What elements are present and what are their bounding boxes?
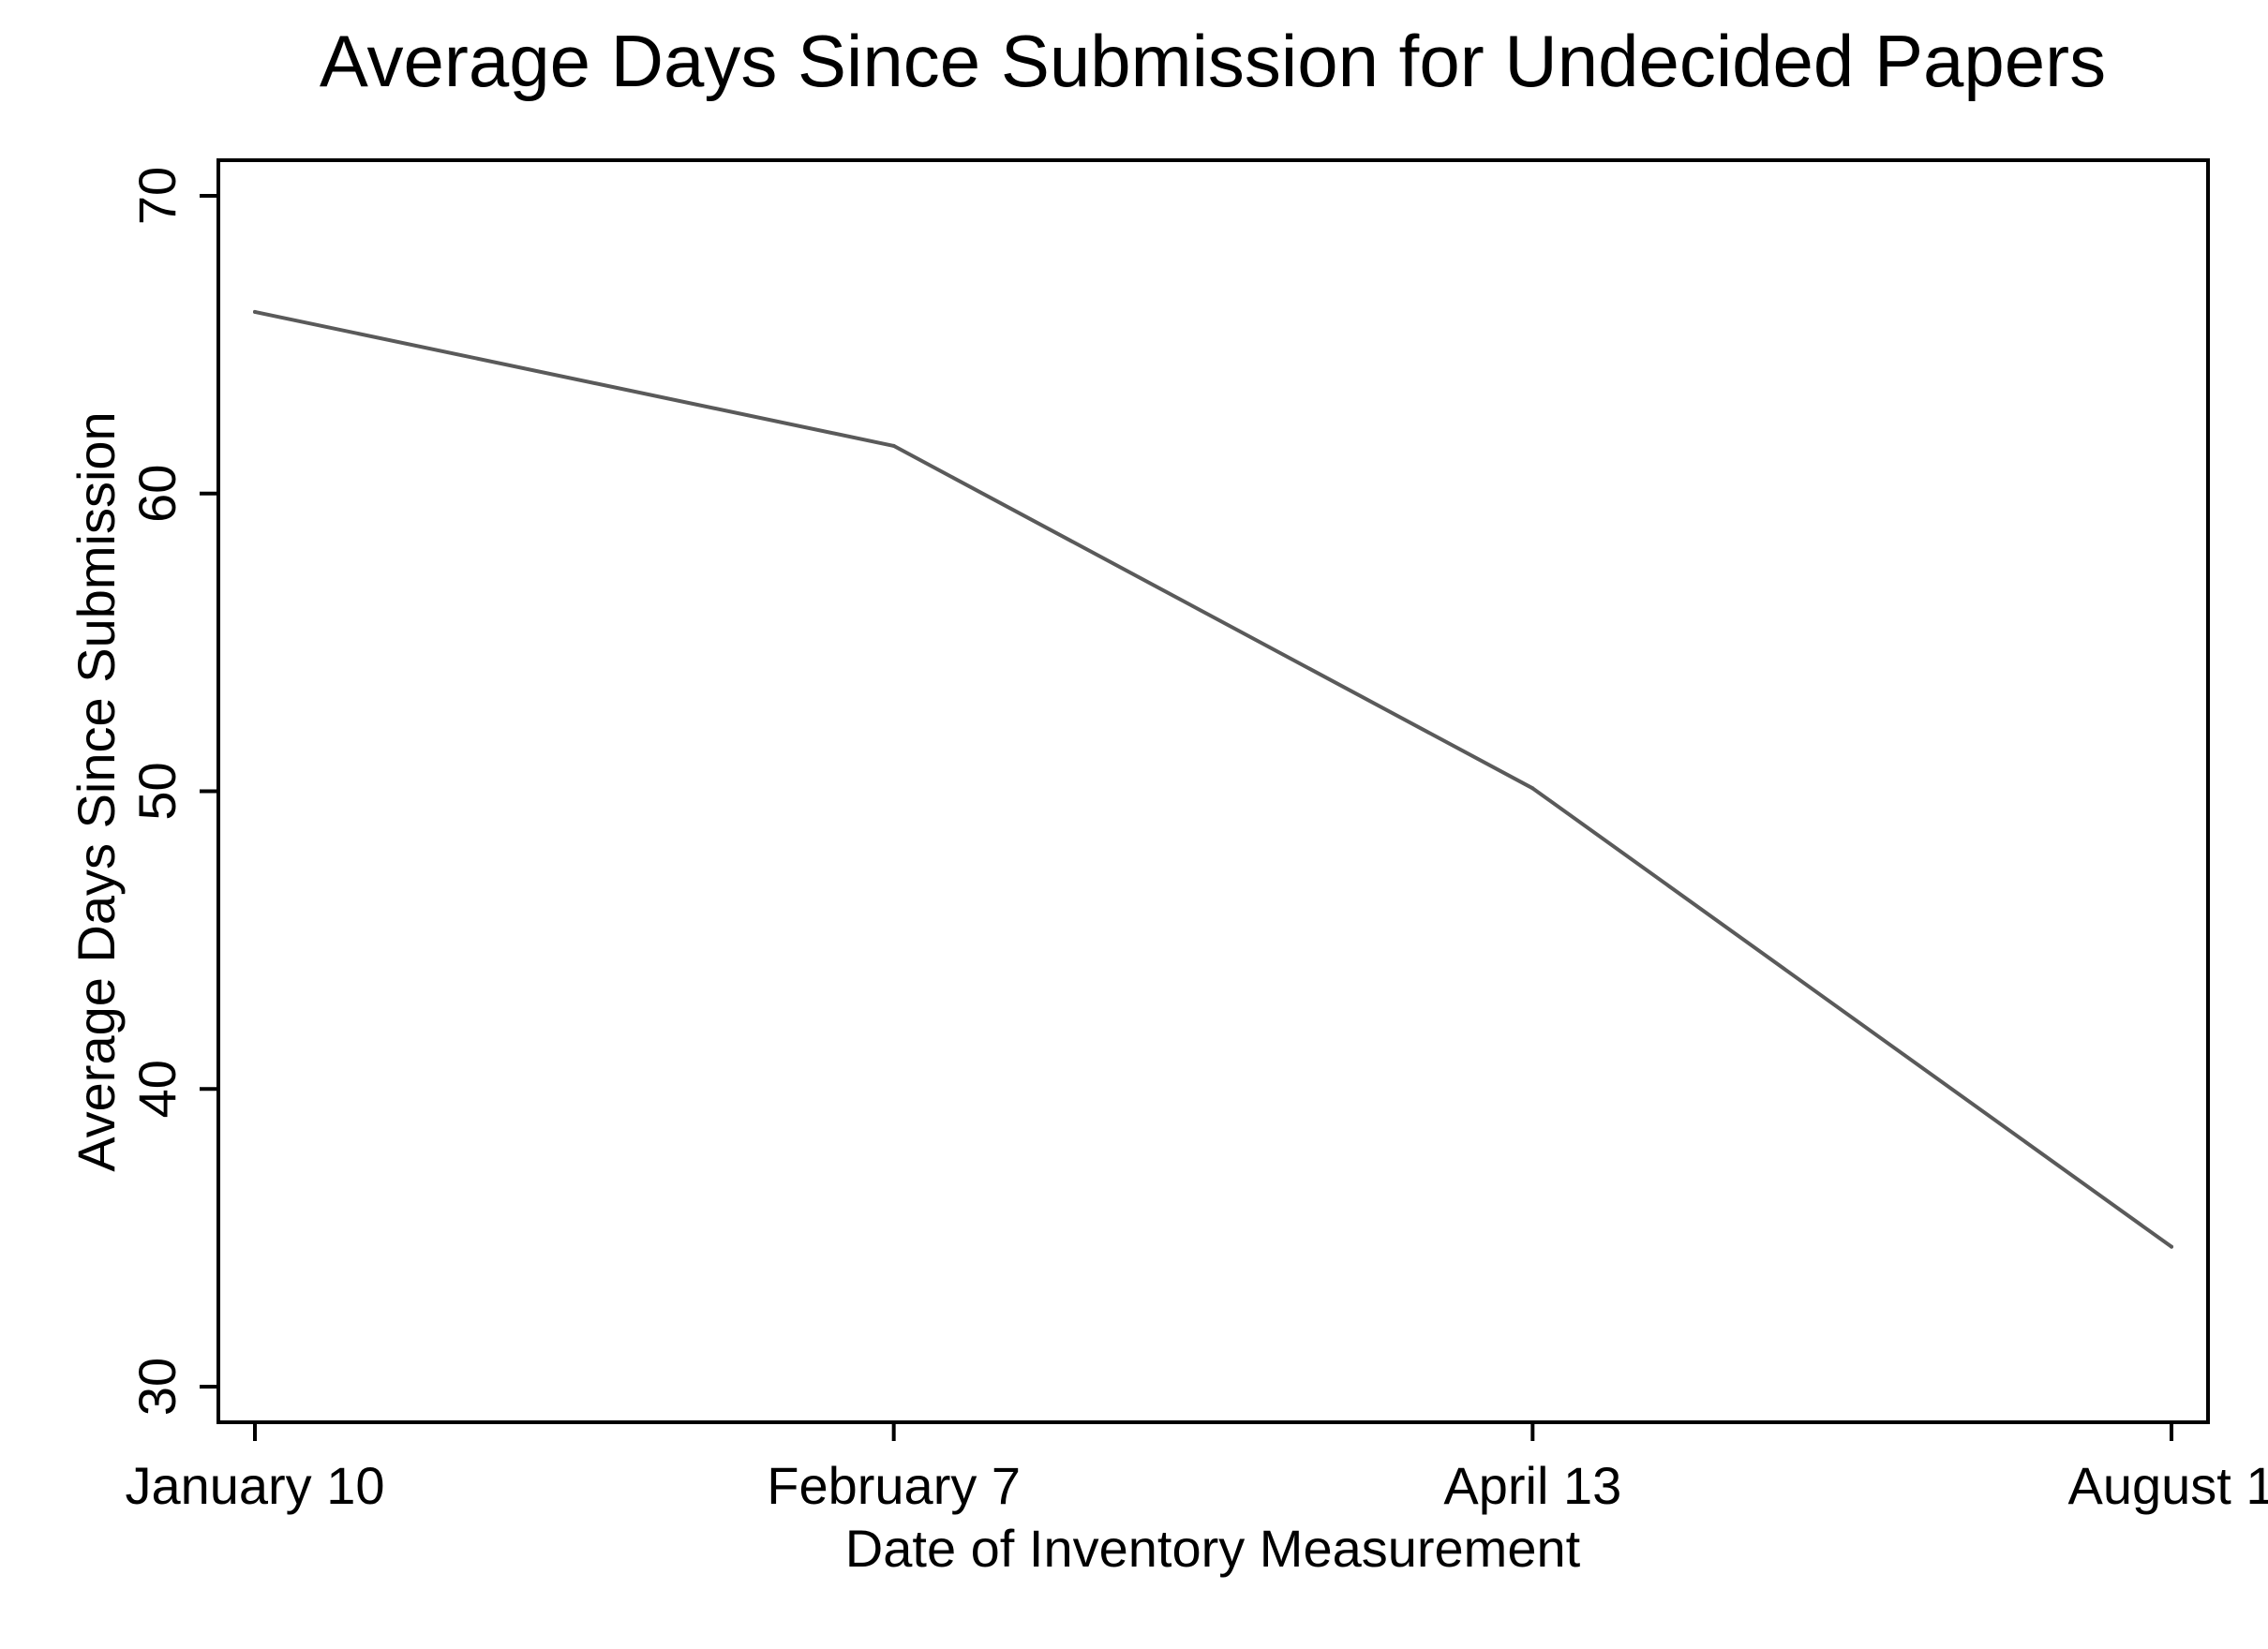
data-point bbox=[1530, 786, 1535, 791]
chart-title: Average Days Since Submission for Undeci… bbox=[320, 20, 2106, 102]
y-tick-label: 40 bbox=[127, 1060, 187, 1118]
y-axis-label: Average Days Since Submission bbox=[67, 411, 126, 1171]
x-tick-label: August 1 bbox=[2067, 1456, 2268, 1515]
y-axis: 30 40 50 60 70 bbox=[127, 167, 218, 1416]
series-layer bbox=[253, 309, 2173, 1249]
y-tick-label: 70 bbox=[127, 167, 187, 225]
data-point bbox=[891, 443, 896, 448]
y-tick-label: 60 bbox=[127, 465, 187, 523]
series-line bbox=[253, 309, 2173, 1249]
y-tick-label: 50 bbox=[127, 762, 187, 820]
x-axis: January 10 February 7 April 13 August 1 bbox=[125, 1422, 2268, 1515]
x-axis-label: Date of Inventory Measurement bbox=[845, 1519, 1581, 1578]
data-point bbox=[253, 309, 257, 314]
y-tick-label: 30 bbox=[127, 1358, 187, 1416]
data-point bbox=[2170, 1244, 2173, 1249]
x-tick-label: January 10 bbox=[125, 1456, 384, 1515]
x-tick-label: April 13 bbox=[1443, 1456, 1621, 1515]
x-tick-label: February 7 bbox=[767, 1456, 1021, 1515]
